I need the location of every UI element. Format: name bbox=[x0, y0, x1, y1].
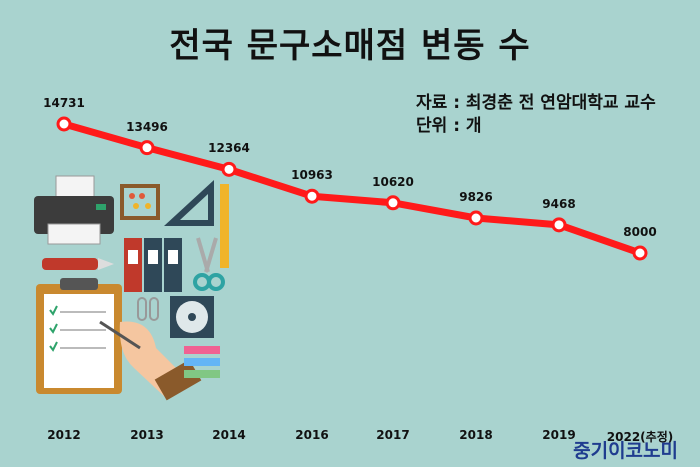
chart-title: 전국 문구소매점 변동 수 bbox=[169, 26, 531, 66]
source-line: 자료 : 최경춘 전 연암대학교 교수 bbox=[416, 93, 656, 113]
utility-knife-icon bbox=[42, 258, 114, 270]
markers-group bbox=[56, 116, 648, 261]
clipboard-icon bbox=[36, 278, 122, 394]
data-label: 9468 bbox=[542, 196, 576, 211]
binders-icon bbox=[124, 238, 182, 292]
stationery-illustration bbox=[34, 175, 229, 401]
set-square-icon bbox=[164, 180, 214, 226]
brand-logo: 중기이코노미 bbox=[573, 440, 678, 462]
data-point bbox=[551, 217, 567, 233]
data-label: 8000 bbox=[623, 225, 657, 239]
x-tick-label: 2014 bbox=[212, 428, 246, 442]
x-tick-label: 2017 bbox=[376, 428, 410, 442]
x-tick-label: 2012 bbox=[47, 428, 81, 442]
x-tick-label: 2019 bbox=[542, 428, 576, 442]
source-note: 자료 : 최경춘 전 연암대학교 교수 단위 : 개 bbox=[416, 92, 656, 138]
data-point bbox=[632, 245, 648, 261]
data-point bbox=[139, 140, 155, 156]
data-point bbox=[56, 116, 72, 132]
data-label: 12364 bbox=[208, 141, 250, 156]
data-point bbox=[221, 161, 237, 177]
x-tick-label: 2016 bbox=[295, 428, 329, 442]
sticky-notes-icon bbox=[184, 346, 220, 378]
data-point bbox=[468, 210, 484, 226]
x-tick-label: 2022(추정) bbox=[606, 430, 674, 444]
cd-icon bbox=[170, 296, 214, 338]
scissors-icon bbox=[193, 237, 225, 291]
unit-line: 단위 : 개 bbox=[416, 116, 482, 136]
data-point bbox=[385, 195, 401, 211]
data-label: 13496 bbox=[126, 119, 168, 134]
data-label: 10963 bbox=[291, 168, 333, 183]
abacus-icon bbox=[120, 184, 160, 220]
x-tick-label: 2013 bbox=[130, 428, 164, 442]
paperclip-icon bbox=[137, 297, 159, 321]
x-tick-label: 2018 bbox=[459, 428, 493, 442]
data-label: 14731 bbox=[43, 96, 85, 110]
ruler-icon bbox=[220, 184, 229, 268]
series-line bbox=[60, 120, 644, 257]
data-label: 9826 bbox=[459, 190, 493, 204]
hand-with-pen-icon bbox=[99, 320, 202, 401]
data-point bbox=[304, 188, 320, 204]
data-label: 10620 bbox=[372, 174, 414, 189]
printer-icon bbox=[34, 175, 114, 245]
